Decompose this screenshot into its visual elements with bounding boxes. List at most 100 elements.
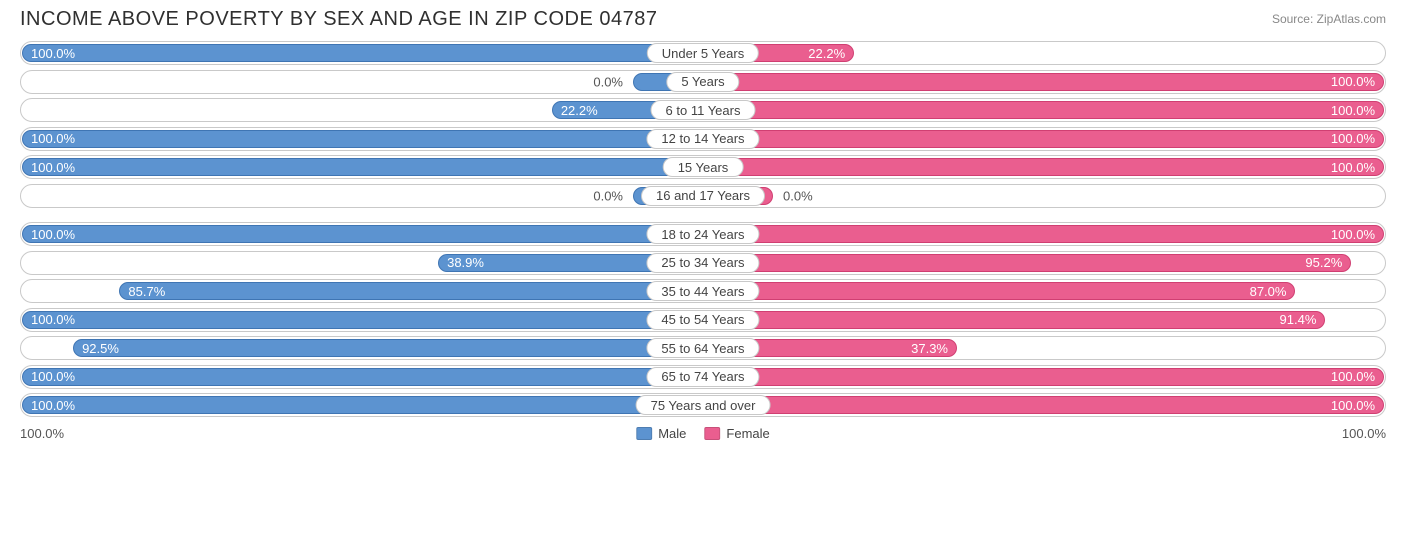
female-half: 0.0% xyxy=(703,185,1385,207)
male-half: 100.0% xyxy=(21,366,703,388)
category-pill: 65 to 74 Years xyxy=(646,367,759,387)
female-half: 91.4% xyxy=(703,309,1385,331)
female-half: 100.0% xyxy=(703,99,1385,121)
male-value-label: 100.0% xyxy=(31,46,75,61)
female-bar: 95.2% xyxy=(703,254,1351,272)
male-bar: 100.0% xyxy=(22,44,703,62)
category-pill: 35 to 44 Years xyxy=(646,281,759,301)
data-row: 0.0% 100.0% 5 Years xyxy=(20,70,1386,94)
category-pill: Under 5 Years xyxy=(647,43,759,63)
male-bar: 100.0% xyxy=(22,311,703,329)
male-value-label: 22.2% xyxy=(561,103,598,118)
legend-item-male: Male xyxy=(636,426,686,441)
male-half: 100.0% xyxy=(21,128,703,150)
male-half: 100.0% xyxy=(21,223,703,245)
legend: Male Female xyxy=(636,426,770,441)
male-swatch-icon xyxy=(636,427,652,440)
male-value-label: 100.0% xyxy=(31,227,75,242)
female-value-label: 100.0% xyxy=(1331,131,1375,146)
female-value-label: 87.0% xyxy=(1250,284,1287,299)
female-bar: 100.0% xyxy=(703,130,1384,148)
female-value-label: 100.0% xyxy=(1331,369,1375,384)
female-value-label: 95.2% xyxy=(1305,255,1342,270)
female-bar: 100.0% xyxy=(703,368,1384,386)
female-half: 100.0% xyxy=(703,223,1385,245)
data-row: 85.7% 87.0% 35 to 44 Years xyxy=(20,279,1386,303)
female-bar: 100.0% xyxy=(703,225,1384,243)
female-half: 100.0% xyxy=(703,394,1385,416)
legend-female-label: Female xyxy=(726,426,769,441)
female-half: 22.2% xyxy=(703,42,1385,64)
category-pill: 5 Years xyxy=(666,72,739,92)
male-bar: 100.0% xyxy=(22,368,703,386)
male-bar: 85.7% xyxy=(119,282,703,300)
female-half: 100.0% xyxy=(703,71,1385,93)
male-bar: 100.0% xyxy=(22,158,703,176)
female-half: 37.3% xyxy=(703,337,1385,359)
female-value-label: 100.0% xyxy=(1331,103,1375,118)
male-half: 100.0% xyxy=(21,42,703,64)
legend-item-female: Female xyxy=(704,426,769,441)
male-bar: 100.0% xyxy=(22,130,703,148)
female-bar: 87.0% xyxy=(703,282,1295,300)
male-value-label: 85.7% xyxy=(128,284,165,299)
male-half: 100.0% xyxy=(21,309,703,331)
female-half: 100.0% xyxy=(703,156,1385,178)
male-value-label: 100.0% xyxy=(31,131,75,146)
axis-row: 100.0% Male Female 100.0% xyxy=(0,422,1406,441)
male-half: 100.0% xyxy=(21,156,703,178)
female-bar: 100.0% xyxy=(703,101,1384,119)
data-row: 100.0% 100.0% 12 to 14 Years xyxy=(20,127,1386,151)
female-bar: 100.0% xyxy=(703,396,1384,414)
male-value-label: 38.9% xyxy=(447,255,484,270)
male-value-label: 0.0% xyxy=(593,188,623,203)
chart-title: INCOME ABOVE POVERTY BY SEX AND AGE IN Z… xyxy=(20,8,657,31)
data-row: 22.2% 100.0% 6 to 11 Years xyxy=(20,98,1386,122)
male-half: 92.5% xyxy=(21,337,703,359)
footer: 100.0% Male Female 100.0% xyxy=(0,422,1406,452)
female-half: 100.0% xyxy=(703,128,1385,150)
female-swatch-icon xyxy=(704,427,720,440)
male-half: 0.0% xyxy=(21,71,703,93)
male-bar: 100.0% xyxy=(22,225,703,243)
category-pill: 12 to 14 Years xyxy=(646,129,759,149)
category-pill: 18 to 24 Years xyxy=(646,224,759,244)
data-row: 100.0%100.0%15 Years xyxy=(20,155,1386,179)
female-value-label: 22.2% xyxy=(808,46,845,61)
group-gap xyxy=(20,212,1386,222)
female-bar: 100.0% xyxy=(703,73,1384,91)
header: INCOME ABOVE POVERTY BY SEX AND AGE IN Z… xyxy=(0,0,1406,35)
chart-area: 100.0% 22.2% Under 5 Years 0.0% 100.0% 5 Year… xyxy=(0,35,1406,417)
category-pill: 16 and 17 Years xyxy=(641,186,765,206)
source-label: Source: ZipAtlas.com xyxy=(1272,12,1386,26)
axis-right-label: 100.0% xyxy=(1342,426,1386,441)
female-value-label: 100.0% xyxy=(1331,398,1375,413)
category-pill: 75 Years and over xyxy=(636,395,771,415)
male-value-label: 0.0% xyxy=(593,74,623,89)
male-value-label: 100.0% xyxy=(31,369,75,384)
category-pill: 45 to 54 Years xyxy=(646,310,759,330)
female-bar: 91.4% xyxy=(703,311,1325,329)
category-pill: 6 to 11 Years xyxy=(651,100,756,120)
female-value-label: 0.0% xyxy=(783,188,813,203)
female-half: 87.0% xyxy=(703,280,1385,302)
legend-male-label: Male xyxy=(658,426,686,441)
data-row: 100.0% 22.2% Under 5 Years xyxy=(20,41,1386,65)
male-bar: 100.0% xyxy=(22,396,703,414)
male-half: 85.7% xyxy=(21,280,703,302)
category-pill: 55 to 64 Years xyxy=(646,338,759,358)
female-half: 95.2% xyxy=(703,252,1385,274)
male-value-label: 100.0% xyxy=(31,312,75,327)
male-half: 100.0% xyxy=(21,394,703,416)
data-row: 100.0%100.0%18 to 24 Years xyxy=(20,222,1386,246)
axis-left-label: 100.0% xyxy=(20,426,64,441)
female-value-label: 91.4% xyxy=(1280,312,1317,327)
female-value-label: 37.3% xyxy=(911,341,948,356)
male-value-label: 100.0% xyxy=(31,160,75,175)
male-half: 0.0% xyxy=(21,185,703,207)
female-value-label: 100.0% xyxy=(1331,74,1375,89)
male-half: 38.9% xyxy=(21,252,703,274)
data-row: 38.9%95.2%25 to 34 Years xyxy=(20,251,1386,275)
data-row: 0.0% 0.0% 16 and 17 Years xyxy=(20,184,1386,208)
category-pill: 15 Years xyxy=(663,157,744,177)
